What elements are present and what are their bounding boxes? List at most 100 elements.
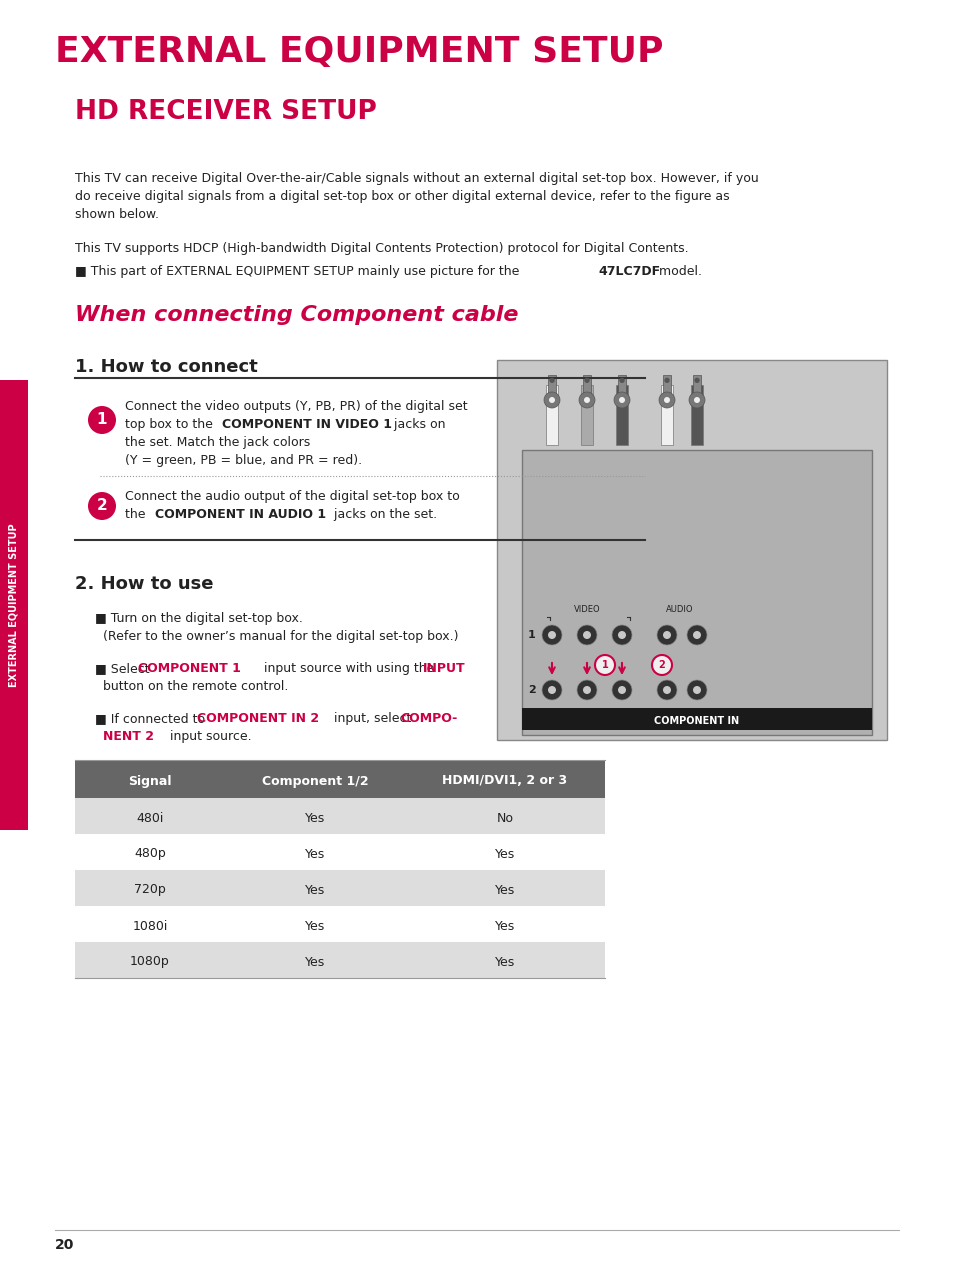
Bar — [521, 450, 871, 735]
Text: COMPO-: COMPO- — [399, 712, 456, 725]
Circle shape — [612, 681, 631, 700]
Circle shape — [662, 686, 670, 695]
Text: 1: 1 — [601, 660, 608, 670]
Text: Connect the audio output of the digital set-top box to: Connect the audio output of the digital … — [125, 490, 459, 502]
Text: 1: 1 — [96, 412, 107, 427]
Circle shape — [659, 392, 675, 408]
Text: ■ Turn on the digital set-top box.: ■ Turn on the digital set-top box. — [95, 612, 302, 625]
Text: HDMI/DVI1, 2 or 3: HDMI/DVI1, 2 or 3 — [442, 775, 567, 787]
Bar — [618, 375, 625, 396]
Text: input, select: input, select — [330, 712, 419, 725]
Circle shape — [688, 392, 704, 408]
Text: ●: ● — [548, 377, 555, 383]
Bar — [521, 709, 871, 730]
Text: top box to the: top box to the — [125, 418, 216, 431]
Text: VIDEO: VIDEO — [573, 605, 599, 614]
Circle shape — [614, 392, 629, 408]
Circle shape — [657, 625, 677, 645]
Bar — [75, 834, 604, 870]
Circle shape — [577, 625, 597, 645]
Text: Yes: Yes — [305, 955, 325, 968]
Text: 2: 2 — [96, 499, 108, 514]
Text: Yes: Yes — [495, 920, 515, 932]
Circle shape — [547, 686, 556, 695]
Text: NENT 2: NENT 2 — [103, 730, 153, 743]
Circle shape — [578, 392, 595, 408]
Text: 1080i: 1080i — [132, 920, 168, 932]
Text: (Y = green, PB = blue, and PR = red).: (Y = green, PB = blue, and PR = red). — [125, 454, 362, 467]
Bar — [545, 385, 558, 445]
Text: ■ Select: ■ Select — [95, 661, 153, 675]
Circle shape — [577, 681, 597, 700]
Text: Component 1/2: Component 1/2 — [261, 775, 368, 787]
Text: Yes: Yes — [495, 847, 515, 860]
Text: ■ This part of EXTERNAL EQUIPMENT SETUP mainly use picture for the: ■ This part of EXTERNAL EQUIPMENT SETUP … — [75, 265, 523, 279]
Text: model.: model. — [655, 265, 701, 279]
Circle shape — [582, 631, 590, 639]
Bar — [582, 375, 590, 396]
Bar — [75, 759, 604, 798]
Circle shape — [88, 492, 116, 520]
Circle shape — [543, 392, 559, 408]
Circle shape — [541, 625, 561, 645]
Circle shape — [693, 397, 700, 403]
Circle shape — [618, 631, 625, 639]
Text: AUDIO: AUDIO — [665, 605, 693, 614]
Text: (Refer to the owner’s manual for the digital set-top box.): (Refer to the owner’s manual for the dig… — [103, 630, 458, 644]
Circle shape — [686, 681, 706, 700]
Text: EXTERNAL EQUIPMENT SETUP: EXTERNAL EQUIPMENT SETUP — [55, 36, 662, 69]
Circle shape — [547, 631, 556, 639]
Text: Connect the video outputs (Y, PB, PR) of the digital set: Connect the video outputs (Y, PB, PR) of… — [125, 399, 467, 413]
Text: 480i: 480i — [136, 812, 164, 824]
Text: 20: 20 — [55, 1238, 74, 1252]
Text: 47LC7DF: 47LC7DF — [598, 265, 659, 279]
Text: COMPONENT IN VIDEO 1: COMPONENT IN VIDEO 1 — [222, 418, 392, 431]
Circle shape — [662, 631, 670, 639]
Text: Signal: Signal — [128, 775, 172, 787]
Text: Yes: Yes — [305, 847, 325, 860]
Circle shape — [657, 681, 677, 700]
Bar — [547, 375, 556, 396]
Text: Yes: Yes — [305, 812, 325, 824]
Bar — [616, 385, 627, 445]
Text: Yes: Yes — [305, 884, 325, 897]
Text: HD RECEIVER SETUP: HD RECEIVER SETUP — [75, 99, 376, 125]
Text: 2: 2 — [658, 660, 664, 670]
Text: COMPONENT IN 2: COMPONENT IN 2 — [196, 712, 319, 725]
Text: input source with using the: input source with using the — [260, 661, 438, 675]
Text: ●: ● — [663, 377, 669, 383]
Text: button on the remote control.: button on the remote control. — [103, 681, 288, 693]
Bar — [0, 380, 28, 831]
Text: COMPONENT IN: COMPONENT IN — [654, 716, 739, 726]
Text: 2: 2 — [528, 686, 536, 695]
Text: No: No — [496, 812, 513, 824]
Bar — [692, 375, 700, 396]
Circle shape — [692, 631, 700, 639]
Text: ●: ● — [618, 377, 624, 383]
Text: 1080p: 1080p — [130, 955, 170, 968]
Circle shape — [686, 625, 706, 645]
Text: EXTERNAL EQUIPMENT SETUP: EXTERNAL EQUIPMENT SETUP — [9, 523, 19, 687]
Text: 1. How to connect: 1. How to connect — [75, 357, 257, 377]
Circle shape — [612, 625, 631, 645]
Bar — [497, 360, 886, 740]
Text: ●: ● — [693, 377, 700, 383]
Text: This TV supports HDCP (High-bandwidth Digital Contents Protection) protocol for : This TV supports HDCP (High-bandwidth Di… — [75, 242, 688, 254]
Text: ■ If connected to: ■ If connected to — [95, 712, 209, 725]
Text: Yes: Yes — [495, 884, 515, 897]
Circle shape — [651, 655, 671, 675]
Text: the: the — [125, 508, 150, 522]
Text: COMPONENT 1: COMPONENT 1 — [138, 661, 240, 675]
Text: 480p: 480p — [134, 847, 166, 860]
Circle shape — [583, 397, 589, 403]
Circle shape — [595, 655, 615, 675]
Circle shape — [663, 397, 669, 403]
Text: jacks on the set.: jacks on the set. — [330, 508, 436, 522]
Text: input source.: input source. — [162, 730, 252, 743]
Text: Yes: Yes — [495, 955, 515, 968]
Circle shape — [548, 397, 555, 403]
Text: 1: 1 — [528, 630, 536, 640]
Text: ●: ● — [583, 377, 590, 383]
Circle shape — [692, 686, 700, 695]
Text: jacks on: jacks on — [390, 418, 445, 431]
